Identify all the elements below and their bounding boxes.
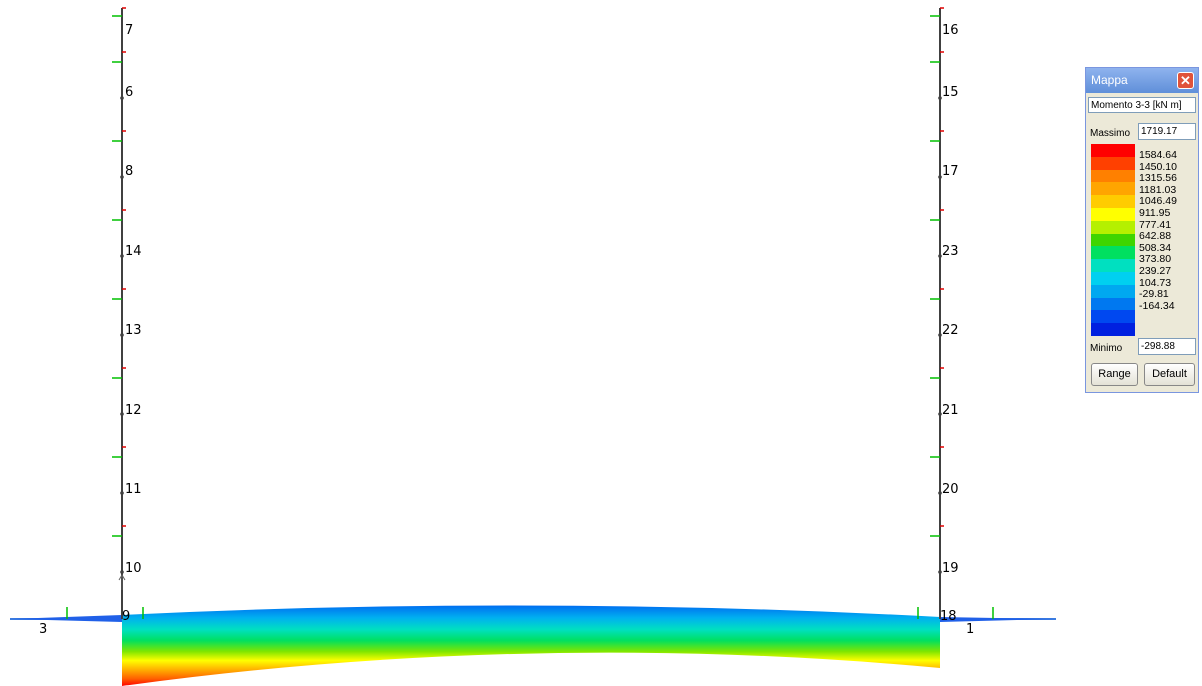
node-label: 20 [942,482,959,497]
legend-value: 1315.56 [1139,172,1177,185]
mappa-title: Mappa [1091,73,1128,87]
legend-values: 1584.64 1450.10 1315.56 1181.03 1046.49 911.9… [1139,149,1177,312]
node-label: 13 [125,323,142,338]
node-label: 19 [942,561,959,576]
legend-swatch [1091,310,1135,324]
close-icon[interactable]: ✕ [1177,72,1194,89]
node-label: 7 [125,23,133,38]
node-label: 22 [942,323,959,338]
legend-value: 777.41 [1139,218,1172,231]
red-ticks [122,7,944,527]
node-label: 12 [125,403,142,418]
beam-end-right [940,617,1056,622]
node-label: 21 [942,403,959,418]
legend-swatch [1091,182,1135,196]
legend-value: 1046.49 [1139,195,1177,208]
color-legend [1091,144,1135,336]
legend-swatch [1091,207,1135,221]
legend-value: 642.88 [1139,230,1172,243]
max-value-input[interactable]: 1719.17 [1138,123,1196,140]
legend-swatch [1091,297,1135,311]
legend-value: 373.80 [1139,253,1172,266]
node-label: 10 [125,561,142,576]
legend-swatch [1091,259,1135,272]
legend-swatch [1091,169,1135,183]
local-axes-ticks [66,15,994,619]
node-points [120,96,942,574]
legend-value: 911.95 [1139,206,1171,219]
node-label: 16 [942,23,959,38]
node-label: 15 [942,85,959,100]
legend-swatch [1091,323,1135,336]
mappa-window[interactable]: Mappa ✕ Momento 3-3 [kN m] Massimo 1719.… [1085,67,1199,393]
node-label: 3 [39,622,47,637]
legend-value: -29.81 [1139,288,1169,301]
node-label: 18 [940,609,957,624]
beam-end-left [10,615,122,622]
legend-value: 1584.64 [1139,149,1177,161]
node-label: 8 [125,164,133,179]
legend-swatch [1091,233,1135,247]
legend-value: 508.34 [1139,241,1172,254]
moment-diagram-beam [122,605,940,686]
quantity-select[interactable]: Momento 3-3 [kN m] [1088,97,1196,113]
default-button[interactable]: Default [1144,363,1195,386]
legend-swatch [1091,144,1135,157]
min-label: Minimo [1090,343,1123,354]
mappa-titlebar[interactable]: Mappa ✕ [1086,68,1198,93]
legend-swatch [1091,246,1135,260]
legend-swatch [1091,156,1135,170]
axis-arrow-icon [118,574,126,590]
node-label: 6 [125,85,133,100]
node-label: 11 [125,482,142,497]
node-label: 17 [942,164,959,179]
legend-value: 239.27 [1139,264,1172,277]
node-label: 14 [125,244,142,259]
node-label: 23 [942,244,959,259]
legend-value: 1450.10 [1139,160,1177,173]
node-label: 1 [966,622,974,637]
legend-value: 104.73 [1139,276,1172,289]
max-label: Massimo [1090,128,1131,139]
range-button[interactable]: Range [1091,363,1138,386]
legend-value: -164.34 [1139,299,1175,312]
legend-swatch [1091,195,1135,208]
legend-swatch [1091,271,1135,285]
min-value-input[interactable]: -298.88 [1138,338,1196,355]
legend-swatch [1091,220,1135,234]
legend-value: 1181.03 [1139,183,1177,196]
node-label: 9 [122,609,130,624]
legend-swatch [1091,284,1135,298]
